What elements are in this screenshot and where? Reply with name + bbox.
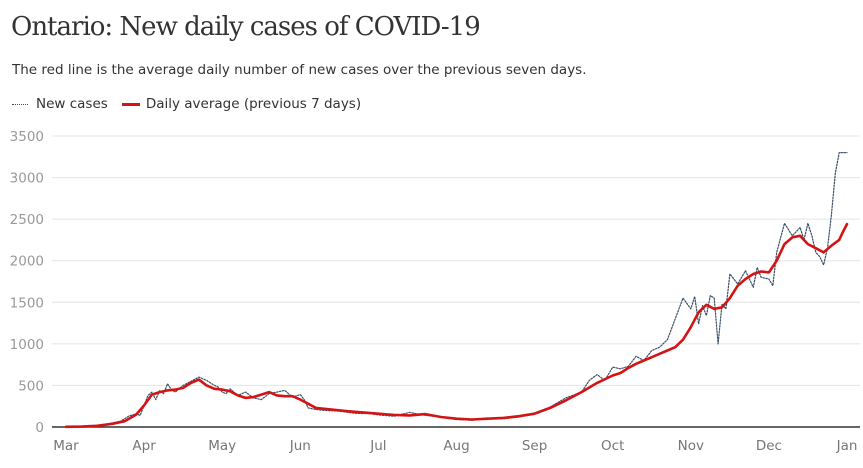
legend-swatch-daily-average <box>121 102 140 106</box>
y-tick-label: 3500 <box>10 129 44 145</box>
y-tick-label: 2000 <box>10 254 44 270</box>
legend: New cases Daily average (previous 7 days… <box>12 96 361 112</box>
y-tick-label: 2500 <box>10 212 44 228</box>
chart-title: Ontario: New daily cases of COVID-19 <box>11 12 481 42</box>
gridlines <box>52 135 860 386</box>
y-tick-label: 3000 <box>10 171 44 187</box>
legend-swatch-new-cases <box>12 103 28 105</box>
y-axis-ticks: 0 500 1000 1500 2000 2500 3000 3500 <box>10 129 44 436</box>
x-tick-label: Mar <box>53 438 79 454</box>
x-tick-label: Apr <box>132 438 156 454</box>
x-tick-label: Dec <box>756 438 782 454</box>
x-tick-label: Nov <box>678 438 704 454</box>
x-tick-label: Jul <box>369 438 386 454</box>
y-tick-label: 1000 <box>10 337 44 353</box>
y-tick-label: 500 <box>18 378 44 394</box>
x-axis-ticks: Mar Apr May Jun Jul Aug Sep Oct Nov Dec Jan <box>53 438 857 454</box>
legend-label-new-cases: New cases <box>36 96 108 112</box>
x-tick-label: May <box>208 438 236 454</box>
x-tick-label: Sep <box>522 438 547 454</box>
series-group <box>64 152 849 429</box>
x-tick-label: Jun <box>289 438 311 454</box>
series-daily-average-line <box>64 222 849 429</box>
x-tick-label: Jan <box>836 438 858 454</box>
y-tick-label: 0 <box>35 420 44 436</box>
x-tick-label: Oct <box>601 438 624 454</box>
legend-label-daily-average: Daily average (previous 7 days) <box>145 96 362 112</box>
chart-subtitle: The red line is the average daily number… <box>12 62 587 78</box>
x-tick-label: Aug <box>443 438 469 454</box>
y-tick-label: 1500 <box>10 295 44 311</box>
